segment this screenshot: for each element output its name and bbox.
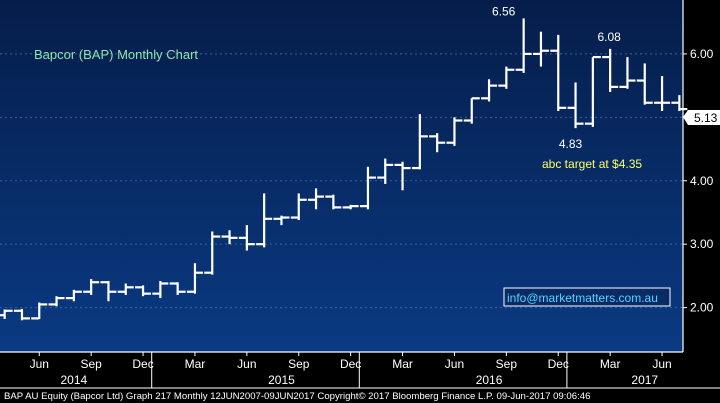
ohlc-bar-23 <box>394 161 411 191</box>
x-tick-label-0: Jun <box>30 357 49 371</box>
ohlc-bar-13 <box>221 230 238 245</box>
ohlc-bar-5 <box>83 279 100 295</box>
info-box[interactable]: info@marketmatters.com.au <box>503 287 671 307</box>
y-tick-label-3: 3.00 <box>690 237 714 251</box>
x-tick-label-9: Sep <box>496 357 518 371</box>
ohlc-bar-17 <box>290 193 307 221</box>
ohlc-bar-27 <box>463 97 480 124</box>
year-label-3: 2017 <box>631 373 658 387</box>
y-axis: 6.005.004.003.002.00 <box>682 0 714 352</box>
x-tick-label-5: Sep <box>288 357 310 371</box>
ohlc-bar-21 <box>359 166 376 210</box>
ohlc-bar-2 <box>31 302 48 320</box>
year-label-0: 2014 <box>60 373 87 387</box>
y-tick-label-0: 6.00 <box>690 47 714 61</box>
chart-title: Bapcor (BAP) Monthly Chart <box>34 47 198 62</box>
x-tick-label-3: Mar <box>185 357 206 371</box>
ohlc-bar-10 <box>169 282 186 295</box>
ohlc-bar-29 <box>498 66 515 89</box>
ohlc-bar-7 <box>117 283 134 295</box>
x-tick-label-6: Dec <box>340 357 361 371</box>
ohlc-bar-4 <box>65 289 82 302</box>
ohlc-bars <box>0 18 688 321</box>
ohlc-bar-15 <box>256 193 273 248</box>
x-tick-label-4: Jun <box>237 357 256 371</box>
year-label-2: 2016 <box>476 373 503 387</box>
info-box-frame <box>503 287 671 307</box>
ohlc-bar-33 <box>567 82 584 129</box>
x-tick-label-12: Jun <box>652 357 671 371</box>
annotation-low-4-83: 4.83 <box>559 137 583 151</box>
grid-lines <box>0 53 683 309</box>
annotation-high-6-08: 6.08 <box>597 30 621 44</box>
ohlc-bar-28 <box>481 79 498 102</box>
ohlc-bar-8 <box>135 285 152 297</box>
annotations: 6.56 6.08 4.83 abc target at $4.35 <box>492 4 642 171</box>
ohlc-bar-30 <box>515 18 532 73</box>
ohlc-bar-37 <box>636 63 653 105</box>
ohlc-bar-6 <box>100 280 117 302</box>
ohlc-bar-16 <box>273 215 290 226</box>
ohlc-bar-24 <box>411 114 428 170</box>
ohlc-bar-32 <box>550 34 567 111</box>
ohlc-bar-22 <box>377 158 394 184</box>
ohlc-bar-9 <box>152 280 169 299</box>
ohlc-bar-20 <box>342 204 359 210</box>
x-tick-label-11: Mar <box>600 357 621 371</box>
x-tick-label-2: Dec <box>132 357 153 371</box>
annotation-high-6-56: 6.56 <box>492 4 516 18</box>
footer-text: BAP AU Equity (Bapcor Ltd) Graph 217 Mon… <box>4 391 590 402</box>
ohlc-bar-38 <box>654 76 671 111</box>
x-tick-label-10: Dec <box>548 357 569 371</box>
ohlc-bar-11 <box>186 263 203 294</box>
ohlc-bar-12 <box>204 231 221 275</box>
x-tick-label-1: Sep <box>80 357 102 371</box>
last-price-tag <box>683 110 720 125</box>
last-price-label: 5.13 <box>694 111 718 125</box>
x-tick-label-7: Mar <box>392 357 413 371</box>
info-email-link[interactable]: info@marketmatters.com.au <box>507 291 658 305</box>
ohlc-bar-1 <box>13 308 30 321</box>
ohlc-bar-31 <box>532 31 549 67</box>
ohlc-bar-14 <box>238 225 255 251</box>
x-axis: Jun Sep Dec Mar Jun Sep Dec Mar Jun Sep Dec Mar Jun 2… <box>0 351 720 389</box>
last-price-marker: 5.13 <box>683 110 720 125</box>
ohlc-bar-18 <box>308 188 325 210</box>
y-tick-label-4: 2.00 <box>690 301 714 315</box>
ohlc-bar-34 <box>584 55 601 127</box>
annotation-target: abc target at $4.35 <box>542 157 642 171</box>
ohlc-bar-36 <box>619 57 636 89</box>
ohlc-bar-26 <box>446 117 463 146</box>
year-label-1: 2015 <box>268 373 295 387</box>
ohlc-bar-0 <box>0 309 13 320</box>
x-tick-label-8: Jun <box>445 357 464 371</box>
ohlc-bar-19 <box>325 194 342 210</box>
y-tick-label-2: 4.00 <box>690 174 714 188</box>
ohlc-bar-35 <box>602 48 619 92</box>
ohlc-bar-25 <box>429 133 446 153</box>
ohlc-bar-3 <box>48 296 65 307</box>
